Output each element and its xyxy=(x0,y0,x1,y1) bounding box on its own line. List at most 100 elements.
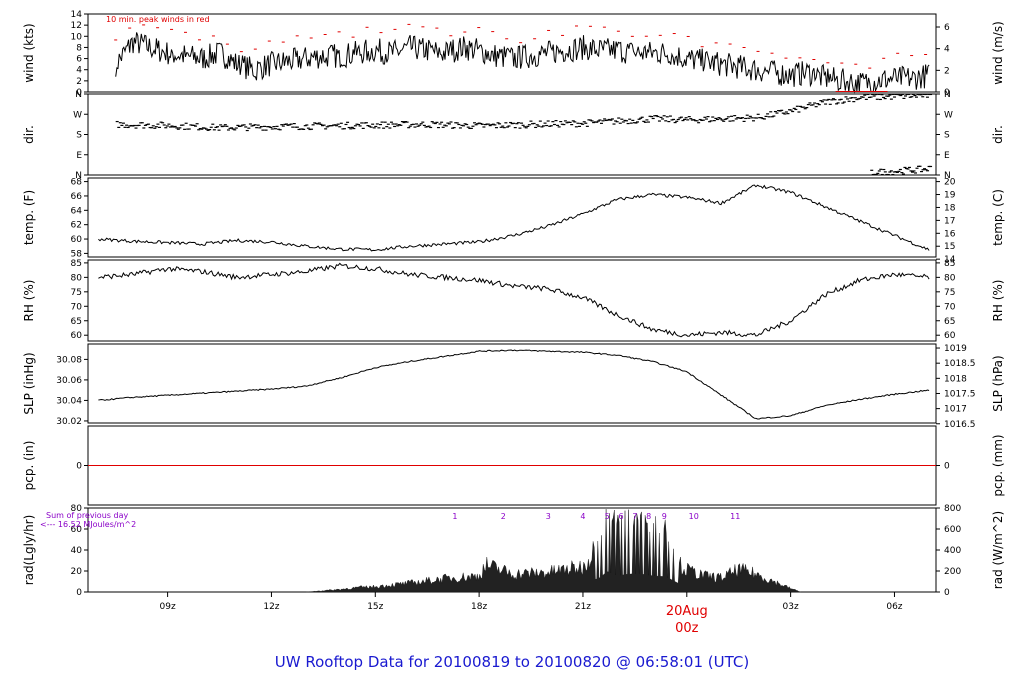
wind-ytick-label-left: 10 xyxy=(71,32,83,42)
slp-ytick-label-left: 30.08 xyxy=(56,355,82,365)
rad-hour-marker: 1 xyxy=(452,512,457,521)
dir-ytick-label-right: S xyxy=(944,131,950,141)
wind-ytick-label-left: 8 xyxy=(76,43,82,53)
rad-ytick-label-right: 400 xyxy=(944,546,961,556)
rad-hour-marker: 10 xyxy=(689,512,699,521)
dir-ytick-label-right: N xyxy=(944,90,951,100)
wind-ylabel-right: wind (m/s) xyxy=(991,21,1005,85)
rad-hour-marker: 4 xyxy=(580,512,585,521)
rh-ytick-label-left: 75 xyxy=(71,288,82,298)
temp-ylabel-right: temp. (C) xyxy=(991,189,1005,246)
dir-ytick-label-left: W xyxy=(73,110,82,120)
panel-rh: 60 65 70 75 80 85 60 65 70 75 80 85 RH (%) RH (%) xyxy=(22,259,1005,342)
temp-ytick-label-right: 14 xyxy=(944,255,956,265)
dir-ylabel-right: dir. xyxy=(991,125,1005,144)
pcp-ylabel-right: pcp. (mm) xyxy=(991,434,1005,496)
rh-ytick-label-right: 60 xyxy=(944,331,956,341)
slp-series-line xyxy=(98,349,930,420)
temp-ytick-label-right: 18 xyxy=(944,203,956,213)
slp-ytick-label-right: 1019 xyxy=(944,344,967,354)
temp-ytick-label-right: 16 xyxy=(944,229,956,239)
day-marker-date: 20Aug xyxy=(666,604,708,619)
x-tick-label: 06z xyxy=(886,602,902,612)
slp-ylabel-right: SLP (hPa) xyxy=(991,355,1005,411)
dir-ytick-label-left: N xyxy=(75,90,82,100)
rad-ylabel-right: rad (W/m^2) xyxy=(991,511,1005,589)
rh-ytick-label-left: 60 xyxy=(71,331,83,341)
rad-ylabel-left: rad(Lgly/hr) xyxy=(22,515,36,586)
temp-ytick-label-left: 62 xyxy=(71,221,82,231)
slp-ytick-label-right: 1016.5 xyxy=(944,420,976,430)
rh-ytick-label-right: 85 xyxy=(944,259,955,269)
rad-ytick-label-right: 800 xyxy=(944,504,961,514)
wind-ytick-label-left: 6 xyxy=(76,55,82,65)
rh-ylabel-right: RH (%) xyxy=(991,280,1005,322)
temp-ytick-label-right: 19 xyxy=(944,191,956,201)
temp-ylabel-left: temp. (F) xyxy=(22,190,36,245)
panel-pcp: 0 0 pcp. (in) pcp. (mm) xyxy=(22,425,1005,506)
panel-temp: 58 60 62 64 66 68 14 15 16 17 18 19 20 temp. (F) temp.… xyxy=(22,177,1005,265)
slp-frame xyxy=(87,343,937,424)
rh-ytick-label-right: 75 xyxy=(944,288,955,298)
rad-annotation-line: <--- 16.52 MJoules/m^2 xyxy=(40,520,136,529)
rad-ytick-label-left: 20 xyxy=(71,567,83,577)
wind-ytick-label-left: 14 xyxy=(71,10,83,20)
dir-ytick-label-left: S xyxy=(76,131,82,141)
pcp-ytick-label-right: 0 xyxy=(944,462,950,472)
wind-ytick-label-left: 12 xyxy=(71,21,82,31)
rad-hour-marker: 9 xyxy=(662,512,667,521)
rad-hour-marker: 3 xyxy=(546,512,551,521)
temp-frame xyxy=(87,177,937,258)
rh-ytick-label-left: 85 xyxy=(71,259,82,269)
rad-hour-marker: 8 xyxy=(646,512,651,521)
temp-ytick-label-left: 66 xyxy=(71,192,83,202)
temp-series-line xyxy=(98,184,930,252)
x-tick-label: 09z xyxy=(160,602,176,612)
wind-frame xyxy=(87,13,937,93)
rh-ytick-label-left: 65 xyxy=(71,317,82,327)
dir-ytick-label-right: N xyxy=(944,171,951,181)
rh-ytick-label-right: 80 xyxy=(944,273,956,283)
temp-ytick-label-left: 60 xyxy=(71,235,83,245)
wind-ytick-label-left: 2 xyxy=(76,77,82,87)
temp-ytick-label-right: 17 xyxy=(944,216,955,226)
rad-ytick-label-right: 200 xyxy=(944,567,961,577)
wind-series-line xyxy=(115,32,930,94)
x-tick-label: 18z xyxy=(471,602,487,612)
rad-ytick-label-left: 60 xyxy=(71,525,83,535)
rad-annotation-line: Sum of previous day xyxy=(46,511,128,520)
panel-slp: 30.02 30.04 30.06 30.08 1016.5 1017 1017.5 1018… xyxy=(22,343,1005,430)
rad-hour-marker: 11 xyxy=(730,512,740,521)
dir-ylabel-left: dir. xyxy=(22,125,36,144)
chart-title: UW Rooftop Data for 20100819 to 20100820… xyxy=(275,653,749,671)
slp-ytick-label-right: 1018 xyxy=(944,374,967,384)
wind-ytick-label-right: 0 xyxy=(944,88,950,98)
rad-ytick-label-right: 600 xyxy=(944,525,961,535)
pcp-ytick-label-left: 0 xyxy=(76,462,82,472)
slp-ytick-label-right: 1017 xyxy=(944,405,967,415)
wind-ytick-label-right: 2 xyxy=(944,66,950,76)
slp-ytick-label-left: 30.02 xyxy=(56,417,82,427)
temp-ytick-label-right: 15 xyxy=(944,242,955,252)
wind-peak-marks xyxy=(114,23,928,69)
dir-points-1 xyxy=(870,165,933,176)
slp-ytick-label-right: 1017.5 xyxy=(944,389,976,399)
wind-ytick-label-left: 0 xyxy=(76,88,82,98)
temp-ytick-label-left: 58 xyxy=(71,249,83,259)
rad-ytick-label-left: 40 xyxy=(71,546,83,556)
slp-ytick-label-left: 30.04 xyxy=(56,396,82,406)
dir-ytick-label-left: E xyxy=(76,151,82,161)
rad-series-area xyxy=(306,509,802,593)
rad-ytick-label-left: 80 xyxy=(71,504,83,514)
rad-ytick-label-left: 0 xyxy=(76,588,82,598)
dir-points-0 xyxy=(115,93,933,132)
wind-ytick-label-left: 4 xyxy=(76,66,82,76)
slp-ytick-label-right: 1018.5 xyxy=(944,359,976,369)
rad-hour-marker: 7 xyxy=(632,512,637,521)
dir-frame xyxy=(87,93,937,176)
